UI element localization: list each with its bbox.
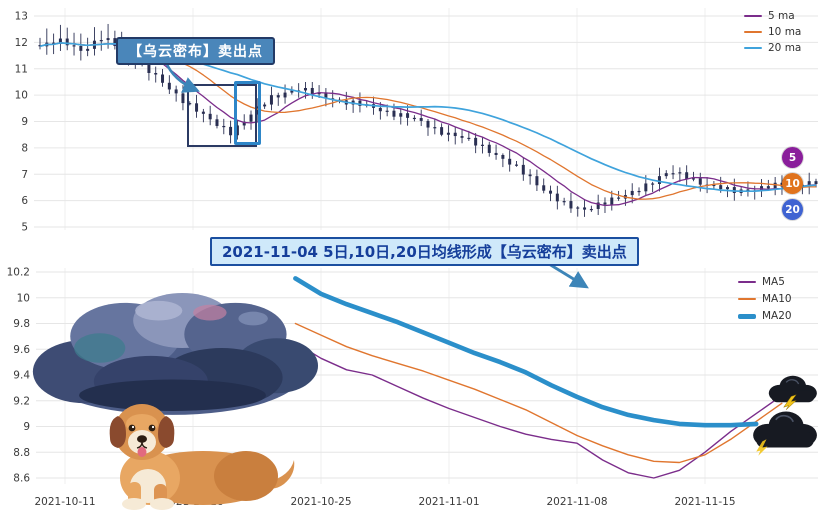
legend-label-ma10: MA10	[762, 293, 792, 305]
daily-kline-chart: 13 12 11 10 9 8 7 6 5	[15, 8, 818, 234]
legend-label-10ma: 10 ma	[768, 26, 802, 38]
top-y-tick-label: 7	[21, 169, 28, 181]
legend-label-5ma: 5 ma	[768, 10, 795, 22]
bottom-chart-legend: MA5 MA10 MA20	[738, 276, 792, 322]
top-y-tick-label: 9	[21, 116, 28, 128]
top-y-tick-label: 12	[15, 37, 28, 49]
bottom-y-tick-label: 9.8	[13, 318, 30, 330]
pattern-region-box	[187, 84, 257, 147]
legend-label-ma20: MA20	[762, 310, 792, 322]
storm-cloud-illustration	[32, 292, 319, 415]
legend-item-10ma: 10 ma	[744, 26, 801, 38]
lightning-cloud-icon	[768, 375, 817, 410]
ma5-line-swatch	[744, 15, 762, 17]
legend-item-ma5: MA5	[738, 276, 792, 288]
bottom-y-tick-label: 8.6	[13, 473, 30, 485]
x-tick-label: 2021-11-08	[546, 496, 607, 508]
x-tick-label: 2021-11-01	[418, 496, 479, 508]
bottom-y-tick-label: 8.8	[13, 447, 30, 459]
ma5-line-swatch	[738, 281, 756, 283]
bottom-y-tick-label: 10	[17, 292, 30, 304]
legend-item-20ma: 20 ma	[744, 42, 801, 54]
ma20-line-swatch	[744, 47, 762, 49]
top-y-tick-label: 13	[15, 11, 28, 23]
x-tick-label: 2021-11-15	[674, 496, 735, 508]
legend-item-ma20: MA20	[738, 310, 792, 322]
legend-label-20ma: 20 ma	[768, 42, 802, 54]
bottom-y-tick-label: 9	[23, 421, 30, 433]
x-tick-label: 2021-10-25	[290, 496, 351, 508]
top-y-tick-label: 5	[21, 222, 28, 234]
ma20-line-swatch	[738, 313, 756, 319]
candles	[38, 23, 818, 217]
x-tick-label: 2021-10-11	[34, 496, 95, 508]
ma20-badge: 20	[782, 199, 803, 220]
top-y-tick-label: 8	[21, 142, 28, 154]
top-y-tick-label: 6	[21, 195, 28, 207]
ma5-badge: 5	[782, 147, 803, 168]
ma10-line-swatch	[744, 31, 762, 33]
legend-item-5ma: 5 ma	[744, 10, 801, 22]
sell-point-label: 【乌云密布】卖出点	[116, 37, 275, 65]
ma5-line	[294, 342, 783, 479]
ma10-line	[294, 322, 783, 464]
legend-label-ma5: MA5	[762, 276, 785, 288]
pattern-highlight-box	[234, 81, 261, 145]
top-y-tick-label: 10	[15, 90, 28, 102]
dog-illustration	[109, 404, 295, 510]
ma10-line-swatch	[738, 298, 756, 300]
top-y-tick-label: 11	[15, 63, 28, 75]
bottom-y-tick-label: 9.4	[13, 370, 30, 382]
top-chart-legend: 5 ma 10 ma 20 ma	[744, 10, 801, 54]
bottom-y-tick-label: 9.6	[13, 344, 30, 356]
bottom-y-tick-label: 10.2	[7, 267, 30, 279]
ma10-badge: 10	[782, 173, 803, 194]
dark-cloud-icon	[753, 411, 817, 456]
ma20-line	[293, 276, 759, 428]
bottom-y-tick-label: 9.2	[13, 395, 30, 407]
banner-annotation: 2021-11-04 5日,10日,20日均线形成【乌云密布】卖出点	[210, 237, 639, 266]
legend-item-ma10: MA10	[738, 293, 792, 305]
